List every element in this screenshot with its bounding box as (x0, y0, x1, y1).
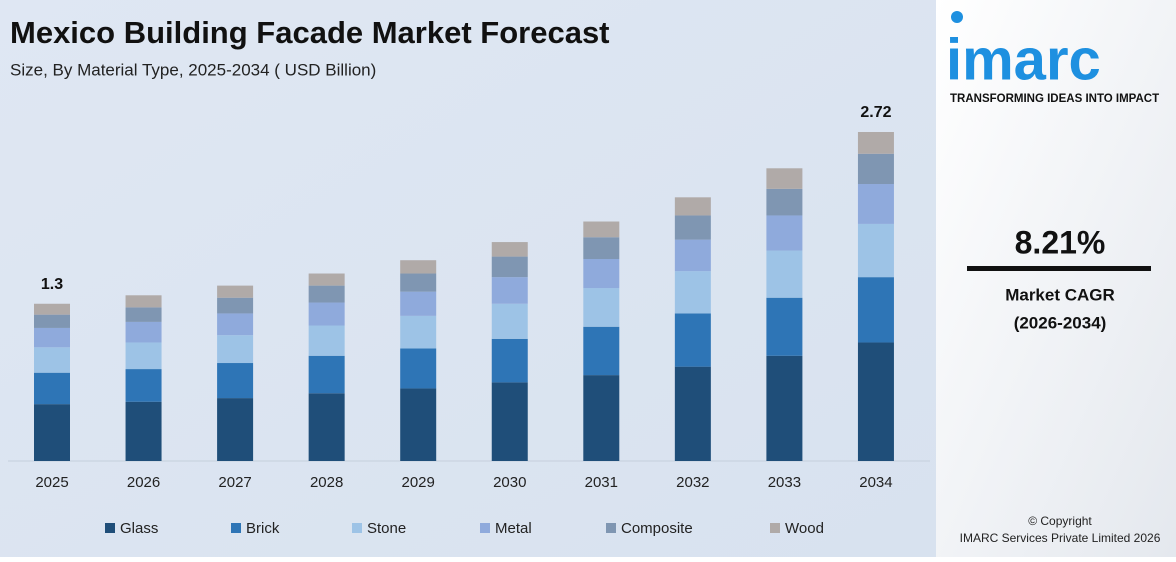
x-tick-label: 2030 (493, 474, 526, 491)
bar-segment (125, 321, 162, 343)
total-label: 2.72 (860, 104, 891, 121)
bar-segment (674, 239, 711, 272)
bar-segment (400, 273, 437, 292)
bar-segment (125, 307, 162, 322)
logo-dot (951, 11, 963, 23)
copyright: © Copyright (1028, 514, 1092, 528)
bar-segment (857, 184, 894, 224)
x-tick-label: 2028 (310, 474, 343, 491)
legend-swatch (231, 523, 241, 533)
x-tick-label: 2034 (859, 474, 892, 491)
legend-label: Glass (120, 520, 158, 537)
bar-segment (857, 132, 894, 154)
bar-segment (217, 285, 254, 298)
company: IMARC Services Private Limited 2026 (960, 531, 1161, 545)
bar-segment (308, 302, 345, 326)
bar-segment (308, 285, 345, 303)
tagline: TRANSFORMING IDEAS INTO IMPACT (950, 93, 1159, 105)
legend-label: Metal (495, 520, 532, 537)
bar-segment (308, 355, 345, 394)
x-tick-label: 2031 (585, 474, 618, 491)
bar-segment (857, 277, 894, 343)
bar-segment (125, 295, 162, 308)
cagr-label: Market CAGR (1005, 285, 1115, 304)
legend-swatch (105, 523, 115, 533)
legend-swatch (770, 523, 780, 533)
x-tick-label: 2033 (768, 474, 801, 491)
legend-label: Wood (785, 520, 824, 537)
bar-segment (308, 393, 345, 461)
bar-segment (491, 338, 528, 383)
bar-segment (766, 250, 803, 298)
bar-segment (34, 327, 70, 348)
x-tick-label: 2029 (402, 474, 435, 491)
bar-segment (674, 313, 711, 367)
legend-swatch (606, 523, 616, 533)
bar-segment (766, 215, 803, 251)
legend-label: Composite (621, 520, 693, 537)
bar-segment (674, 366, 711, 461)
bar-segment (34, 372, 70, 405)
bar-segment (217, 297, 254, 314)
x-tick-label: 2025 (35, 474, 68, 491)
total-label: 1.3 (41, 276, 63, 293)
bar-segment (674, 197, 711, 216)
x-tick-label: 2026 (127, 474, 160, 491)
bar-segment (857, 153, 894, 185)
cagr-period: (2026-2034) (1014, 313, 1107, 332)
bar-segment (583, 237, 620, 260)
bar-segment (125, 342, 162, 370)
bar-segment (400, 388, 437, 461)
legend-swatch (480, 523, 490, 533)
bar-segment (857, 223, 894, 278)
bar-segment (400, 315, 437, 349)
bar-segment (491, 256, 528, 278)
chart-title: Mexico Building Facade Market Forecast (10, 15, 610, 50)
x-tick-label: 2032 (676, 474, 709, 491)
bar-segment (308, 325, 345, 356)
bar-segment (491, 303, 528, 339)
bar-segment (217, 398, 254, 461)
bar-segment (491, 242, 528, 257)
logo: imarc (946, 27, 1101, 92)
bar-segment (583, 221, 620, 238)
bar-segment (857, 342, 894, 461)
bar-segment (400, 291, 437, 316)
bar-segment (34, 314, 70, 328)
bar-segment (217, 335, 254, 364)
bar-segment (583, 375, 620, 461)
bar-segment (217, 313, 254, 336)
bar-segment (400, 260, 437, 274)
bar-segment (766, 188, 803, 216)
legend-label: Stone (367, 520, 406, 537)
bar-segment (125, 369, 162, 402)
sidebar-background (936, 0, 1176, 557)
bar-segment (583, 259, 620, 289)
x-tick-label: 2027 (218, 474, 251, 491)
bar-segment (400, 348, 437, 389)
bar-segment (766, 297, 803, 356)
bar-segment (34, 347, 70, 373)
cagr-rule (967, 266, 1151, 271)
bar-segment (125, 401, 162, 461)
bar-segment (674, 215, 711, 240)
bar-segment (308, 273, 345, 286)
bar-segment (34, 404, 70, 461)
bar-segment (583, 288, 620, 327)
chart-subtitle: Size, By Material Type, 2025-2034 ( USD … (10, 60, 376, 79)
bar-segment (766, 355, 803, 461)
bar-segment (34, 303, 70, 315)
bar-segment (217, 363, 254, 399)
cagr-value: 8.21% (1015, 224, 1106, 260)
legend-label: Brick (246, 520, 280, 537)
bar-segment (583, 326, 620, 376)
bar-segment (491, 382, 528, 461)
bar-segment (674, 271, 711, 314)
bar-segment (766, 168, 803, 189)
legend-swatch (352, 523, 362, 533)
bar-segment (491, 277, 528, 304)
